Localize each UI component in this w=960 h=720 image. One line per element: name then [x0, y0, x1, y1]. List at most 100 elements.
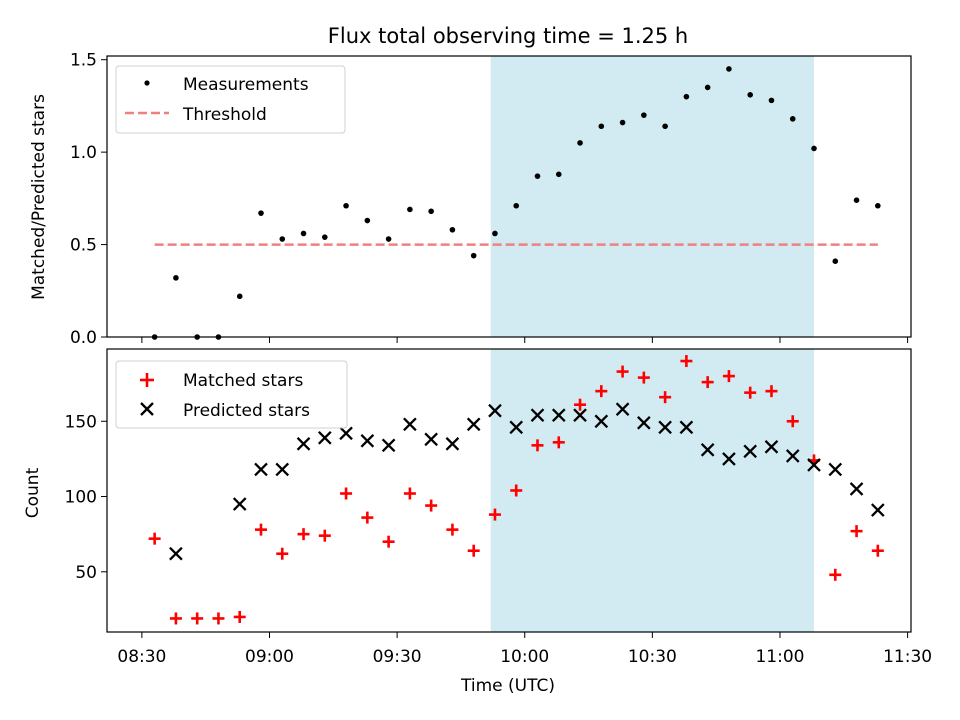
predicted-star-point [509, 420, 524, 435]
legend-measurements-marker [144, 80, 150, 86]
measurement-point [598, 123, 605, 130]
predicted-star-point [573, 408, 587, 423]
measurement-point [258, 210, 264, 216]
measurement-point [364, 217, 371, 224]
chart-title: Flux total observing time = 1.25 h [328, 24, 688, 48]
matched-star-point [191, 612, 204, 625]
measurement-point [747, 92, 753, 98]
predicted-star-point [339, 426, 353, 441]
xtick-label: 11:30 [883, 647, 932, 667]
measurement-point [789, 116, 796, 122]
matched-star-point [212, 612, 225, 625]
predicted-star-point [764, 440, 779, 454]
matched-star-point [595, 385, 608, 398]
xtick-label: 10:00 [500, 647, 549, 667]
legend-matched-marker [140, 373, 154, 387]
top-ylabel: Matched/Predicted stars [29, 94, 49, 300]
predicted-star-point [466, 417, 481, 432]
predicted-star-point [232, 497, 247, 511]
measurement-point [428, 208, 434, 215]
measurement-point [811, 145, 817, 152]
measurement-point [704, 84, 711, 91]
matched-star-point [297, 528, 310, 541]
measurement-point [577, 140, 583, 146]
predicted-star-point [360, 434, 375, 448]
predicted-star-point [594, 414, 609, 429]
predicted-star-point [169, 546, 183, 561]
measurement-point [875, 202, 881, 209]
predicted-star-point [743, 444, 758, 459]
matched-star-point [765, 385, 778, 398]
xtick-label: 09:30 [373, 647, 422, 667]
top-ytick-label: 1.0 [70, 143, 97, 163]
bottom-shaded-region [490, 349, 815, 632]
top-ytick-label: 1.5 [70, 51, 97, 71]
x-axis-label: Time (UTC) [460, 676, 555, 696]
top-panel: 0.0 0.5 1.0 1.5 Matched/Predicted stars Mea… [29, 51, 912, 348]
bottom-ytick-label: 100 [65, 488, 97, 508]
predicted-star-point [254, 462, 268, 477]
xtick-label: 11:00 [755, 647, 804, 667]
measurement-point [343, 202, 349, 209]
predicted-star-point [317, 431, 332, 445]
matched-star-point [169, 612, 182, 625]
legend-measurements-label: Measurements [183, 75, 309, 95]
bottom-axes-frame [106, 348, 912, 633]
measurement-point [832, 258, 839, 265]
predicted-star-point [530, 408, 545, 423]
matched-star-point [850, 525, 863, 538]
xtick-label: 10:30 [628, 647, 677, 667]
matched-star-point [403, 487, 416, 500]
top-legend-box [115, 65, 346, 134]
matched-star-point [531, 439, 544, 452]
predicted-star-point [658, 420, 672, 435]
measurement-point [662, 123, 668, 130]
matched-star-point [318, 529, 331, 542]
matched-star-point [233, 610, 246, 623]
measurement-point [279, 236, 286, 242]
matched-star-point [510, 484, 523, 497]
predicted-star-point [637, 415, 651, 430]
matched-star-point [361, 511, 374, 524]
xtick-label: 09:00 [245, 647, 294, 667]
predicted-star-point [403, 417, 417, 432]
bottom-ytick-label: 50 [75, 563, 97, 583]
matched-star-point [276, 547, 289, 560]
bottom-panel: 50 100 150 08:30 09:00 09:30 10:00 10:30 11:00 1… [23, 348, 932, 696]
matched-star-point [744, 386, 757, 399]
predicted-star-point [445, 437, 460, 451]
top-shaded-region [490, 56, 815, 337]
measurement-point [322, 234, 328, 240]
measurement-point [492, 230, 498, 237]
matched-star-point [148, 532, 161, 545]
matched-star-point [382, 535, 395, 548]
legend-predicted-marker [140, 402, 154, 416]
top-ytick-label: 0.5 [70, 236, 97, 256]
matched-star-point [467, 544, 480, 557]
matched-star-point [680, 355, 693, 368]
legend-predicted-label: Predicted stars [183, 401, 310, 421]
predicted-star-point [679, 420, 694, 435]
measurement-point [449, 226, 456, 233]
matched-star-point [574, 398, 587, 411]
predicted-star-point [488, 403, 502, 418]
matched-star-point [659, 391, 672, 404]
measurement-point [534, 173, 541, 179]
matched-star-point [637, 371, 650, 384]
predicted-star-point [849, 482, 864, 496]
predicted-star-point [615, 402, 630, 417]
matched-star-point [871, 544, 884, 557]
top-axes-frame [106, 55, 912, 338]
measurement-point [407, 206, 413, 213]
matched-star-point [446, 523, 459, 536]
bottom-legend-box [115, 360, 348, 429]
measurement-point [555, 171, 562, 178]
predicted-star-point [828, 462, 843, 477]
measurement-point [768, 97, 775, 104]
predicted-star-point [551, 408, 566, 423]
predicted-star-point [700, 443, 715, 457]
measurement-point [173, 275, 179, 281]
measurement-point [683, 93, 690, 100]
matched-star-point [552, 436, 565, 449]
bottom-legend: Matched stars Predicted stars [115, 360, 348, 429]
